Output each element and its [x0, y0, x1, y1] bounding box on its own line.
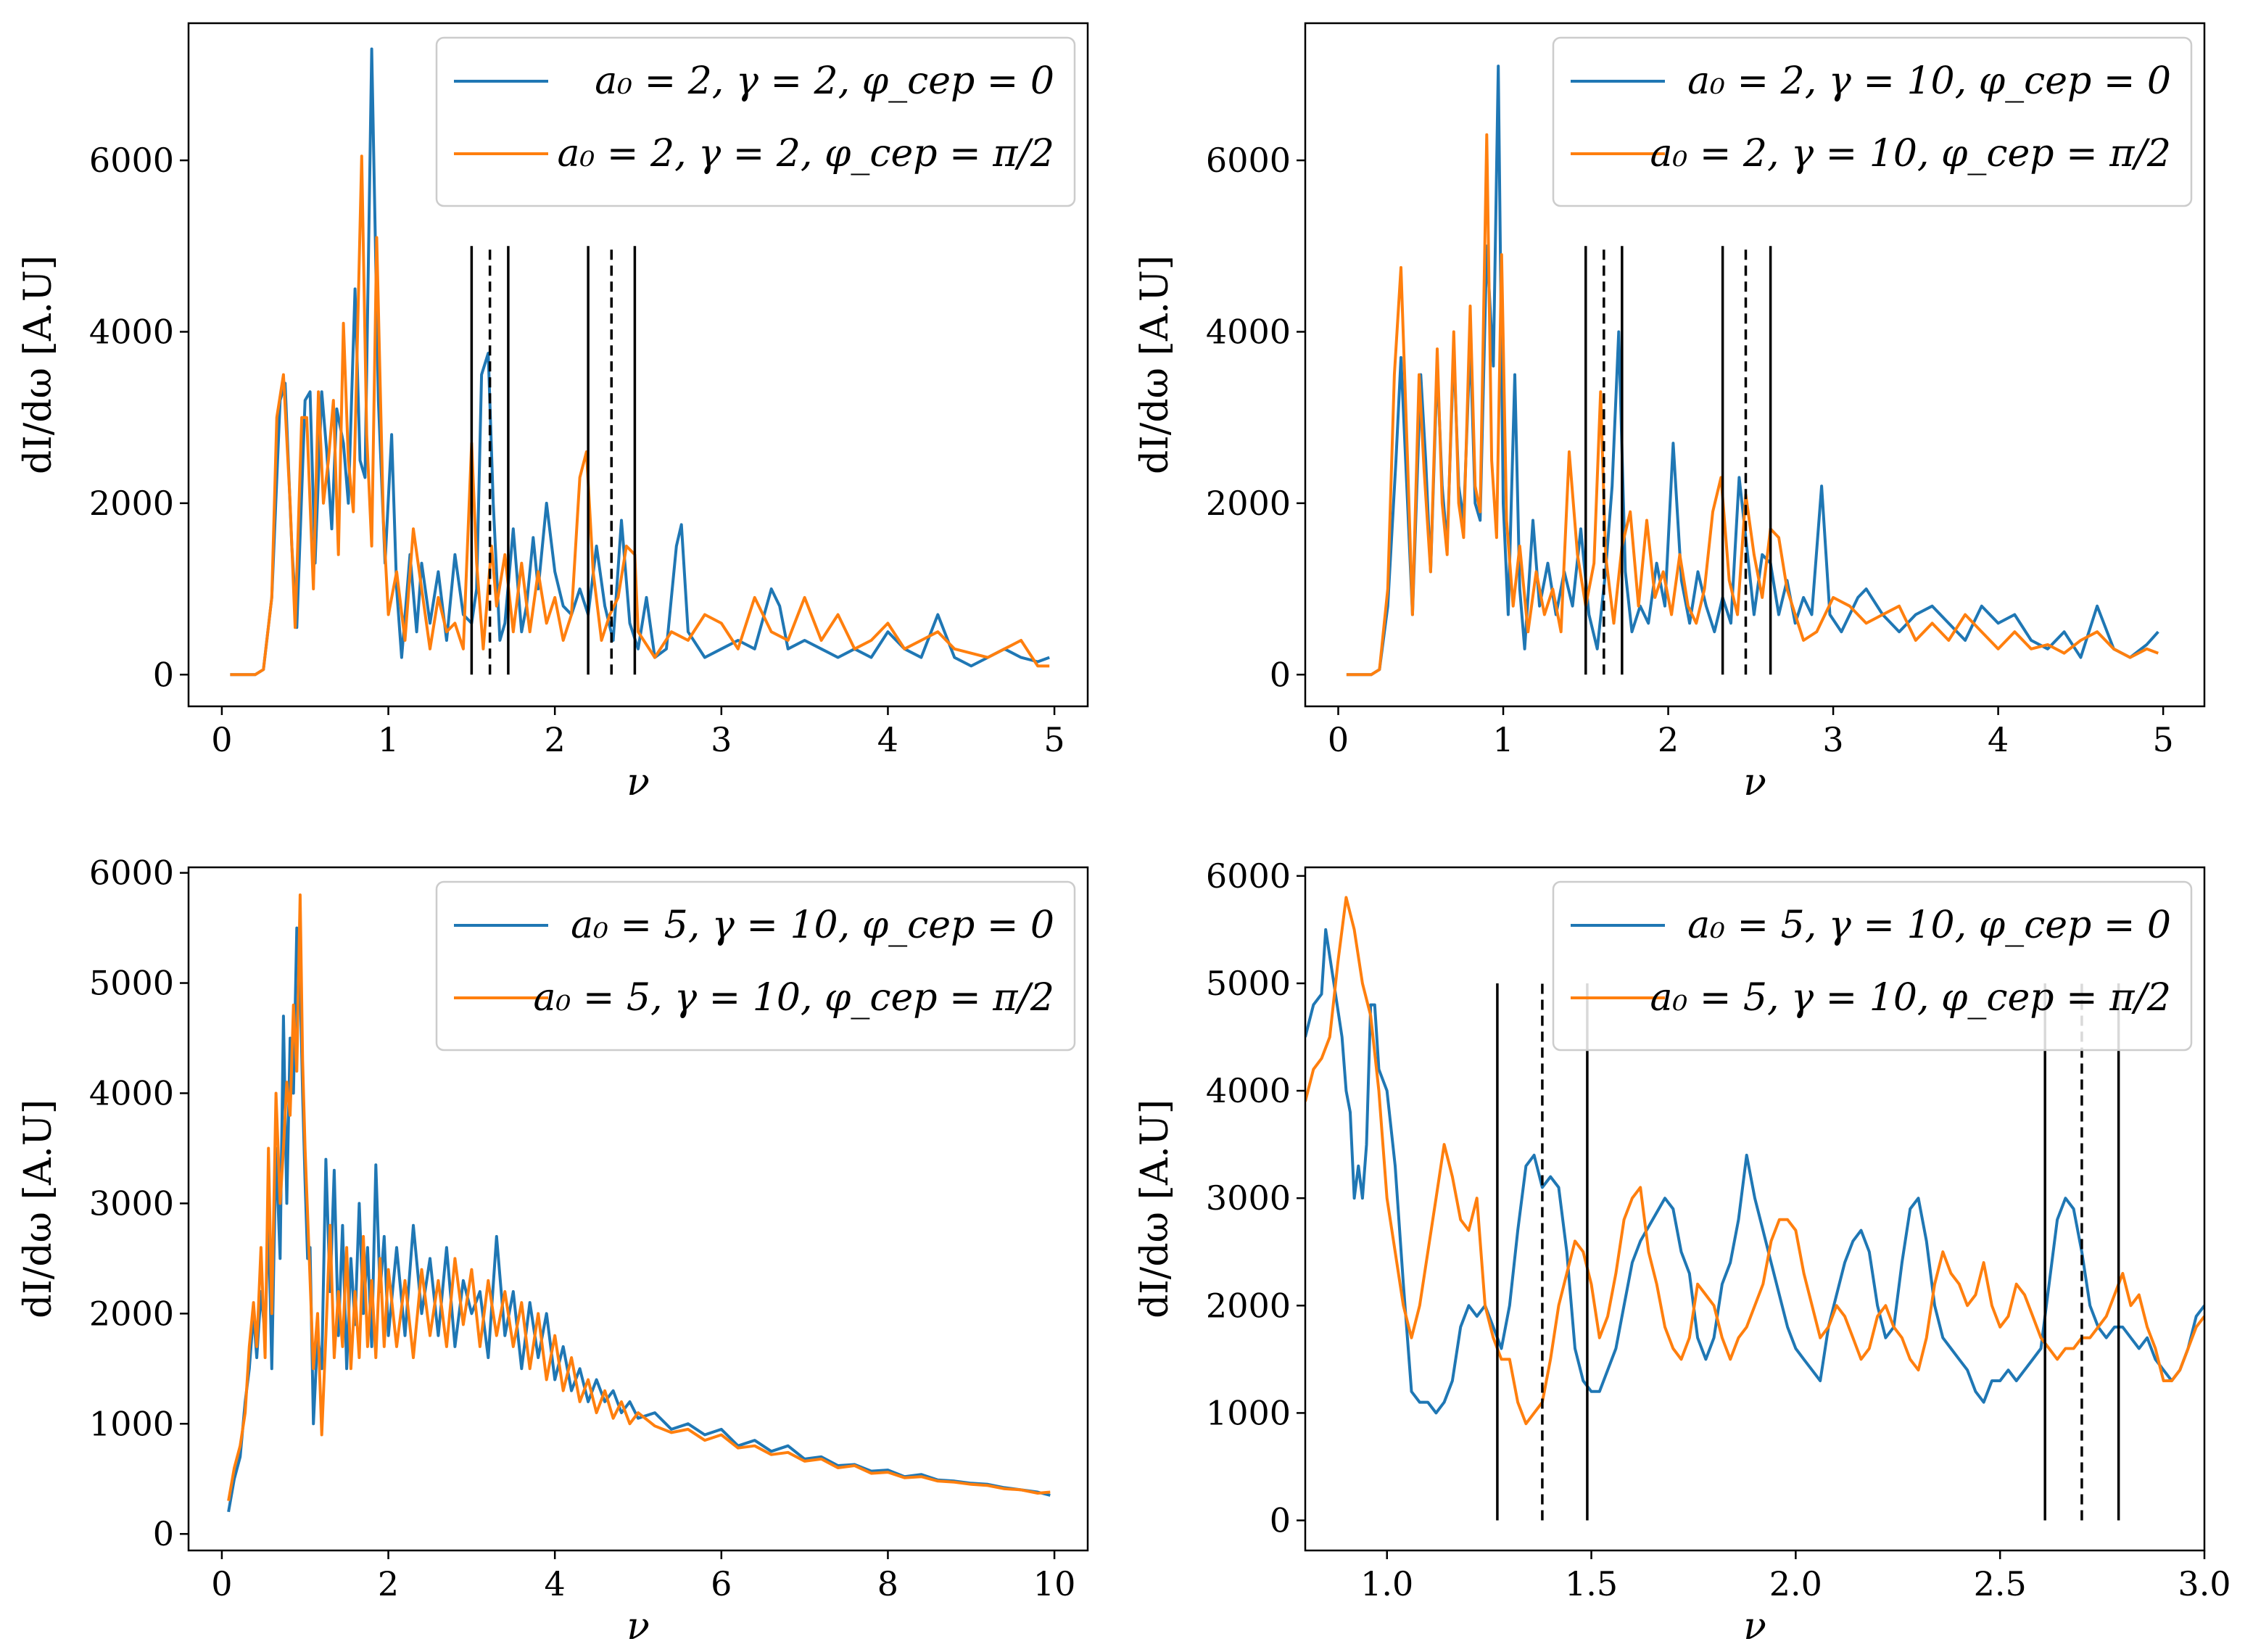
x-axis-label: ν — [627, 761, 650, 804]
x-axis-label: ν — [1743, 1605, 1766, 1648]
x-tick-label: 3.0 — [2178, 1564, 2231, 1603]
x-tick-label: 4 — [877, 720, 898, 759]
legend-label: a₀ = 2, γ = 2, φ_cep = 0 — [595, 59, 1054, 103]
x-tick-label: 5 — [1043, 720, 1065, 759]
x-axis-label: ν — [627, 1605, 650, 1648]
y-tick-label: 4000 — [89, 312, 174, 351]
y-tick-label: 4000 — [1206, 312, 1291, 351]
y-tick-label: 6000 — [1206, 856, 1291, 896]
x-tick-label: 2 — [1658, 720, 1679, 759]
x-tick-label: 1 — [378, 720, 399, 759]
legend-label: a₀ = 2, γ = 10, φ_cep = π/2 — [1650, 132, 2171, 175]
x-tick-label: 2 — [545, 720, 566, 759]
y-tick-label: 5000 — [89, 964, 174, 1003]
legend: a₀ = 5, γ = 10, φ_cep = 0 a₀ = 5, γ = 10,… — [435, 880, 1076, 1052]
y-tick-label: 1000 — [1206, 1393, 1291, 1432]
x-tick-label: 0 — [211, 720, 232, 759]
y-axis-label: dI/dω [A.U] — [17, 255, 60, 474]
x-tick-label: 2 — [378, 1564, 399, 1603]
legend: a₀ = 2, γ = 2, φ_cep = 0 a₀ = 2, γ = 2, φ… — [435, 36, 1076, 207]
legend-label: a₀ = 2, γ = 10, φ_cep = 0 — [1687, 59, 2171, 103]
legend-label: a₀ = 5, γ = 10, φ_cep = π/2 — [533, 976, 1054, 1020]
y-tick-label: 4000 — [89, 1073, 174, 1112]
x-tick-label: 1 — [1492, 720, 1513, 759]
y-axis-label: dI/dω [A.U] — [17, 1099, 60, 1318]
y-tick-label: 3000 — [1206, 1178, 1291, 1218]
series-line-phi0 — [227, 926, 1051, 1513]
x-tick-label: 2.0 — [1769, 1564, 1822, 1603]
panel-bottom-left: 0 2 4 6 8 10 0 1000 2000 3000 4000 5000 6000 ν dI/dω [… — [17, 854, 1089, 1648]
x-tick-label: 0 — [211, 1564, 232, 1603]
legend-label: a₀ = 5, γ = 10, φ_cep = 0 — [1687, 904, 2171, 947]
y-axis-label: dI/dω [A.U] — [1133, 255, 1177, 474]
y-tick-label: 1000 — [89, 1404, 174, 1443]
legend-label: a₀ = 2, γ = 2, φ_cep = π/2 — [558, 132, 1054, 175]
x-tick-label: 1.5 — [1565, 1564, 1618, 1603]
x-tick-label: 2.5 — [1974, 1564, 2027, 1603]
y-tick-label: 6000 — [89, 854, 174, 893]
x-tick-label: 4 — [545, 1564, 566, 1603]
y-axis-label: dI/dω [A.U] — [1133, 1099, 1177, 1318]
y-tick-label: 2000 — [89, 1294, 174, 1333]
axes-frame — [187, 866, 1089, 1552]
y-tick-label: 2000 — [89, 484, 174, 523]
series-line-phi-pi2 — [230, 154, 1050, 677]
panel-top-left: 0 1 2 3 4 5 0 2000 4000 6000 ν dI/dω [A.U] a₀ = 2, γ… — [17, 22, 1089, 804]
y-tick-label: 0 — [153, 655, 174, 694]
axes-frame — [1304, 22, 2206, 708]
panel-top-right: 0 1 2 3 4 5 0 2000 4000 6000 ν dI/dω [A.U] a₀ = 2, γ… — [1133, 22, 2206, 804]
series-line-phi0 — [1305, 928, 2204, 1415]
y-tick-label: 6000 — [1206, 141, 1291, 180]
x-tick-label: 5 — [2152, 720, 2173, 759]
x-tick-label: 10 — [1033, 1564, 1076, 1603]
legend: a₀ = 5, γ = 10, φ_cep = 0 a₀ = 5, γ = 10,… — [1552, 880, 2193, 1052]
y-tick-label: 4000 — [1206, 1071, 1291, 1110]
x-axis-label: ν — [1743, 761, 1766, 804]
x-tick-label: 0 — [1328, 720, 1349, 759]
x-tick-label: 3 — [1822, 720, 1843, 759]
legend-label: a₀ = 5, γ = 10, φ_cep = π/2 — [1650, 976, 2171, 1020]
legend-box — [1552, 880, 2193, 1052]
legend-label: a₀ = 5, γ = 10, φ_cep = 0 — [571, 904, 1054, 947]
series-line-phi-pi2 — [1305, 896, 2204, 1426]
series-line-phi-pi2 — [1346, 133, 2159, 677]
y-tick-label: 3000 — [89, 1184, 174, 1223]
axes-frame — [1304, 866, 2206, 1552]
panel-bottom-right: 1.0 1.5 2.0 2.5 3.0 0 1000 2000 3000 4000 5000 6000… — [1133, 856, 2231, 1648]
legend-box — [435, 880, 1076, 1052]
y-tick-label: 6000 — [89, 141, 174, 180]
x-tick-label: 1.0 — [1360, 1564, 1413, 1603]
series-line-phi-pi2 — [227, 893, 1051, 1501]
x-tick-label: 8 — [877, 1564, 898, 1603]
x-tick-label: 6 — [711, 1564, 732, 1603]
x-tick-label: 3 — [711, 720, 732, 759]
legend: a₀ = 2, γ = 10, φ_cep = 0 a₀ = 2, γ = 10,… — [1552, 36, 2193, 207]
y-tick-label: 0 — [1270, 655, 1291, 694]
y-tick-label: 5000 — [1206, 964, 1291, 1003]
x-tick-label: 4 — [1988, 720, 2009, 759]
y-tick-label: 2000 — [1206, 1286, 1291, 1325]
y-tick-label: 2000 — [1206, 484, 1291, 523]
legend-box — [1552, 36, 2193, 207]
legend-box — [435, 36, 1076, 207]
axes-frame — [187, 22, 1089, 708]
y-tick-label: 0 — [1270, 1501, 1291, 1540]
y-tick-label: 0 — [153, 1514, 174, 1553]
